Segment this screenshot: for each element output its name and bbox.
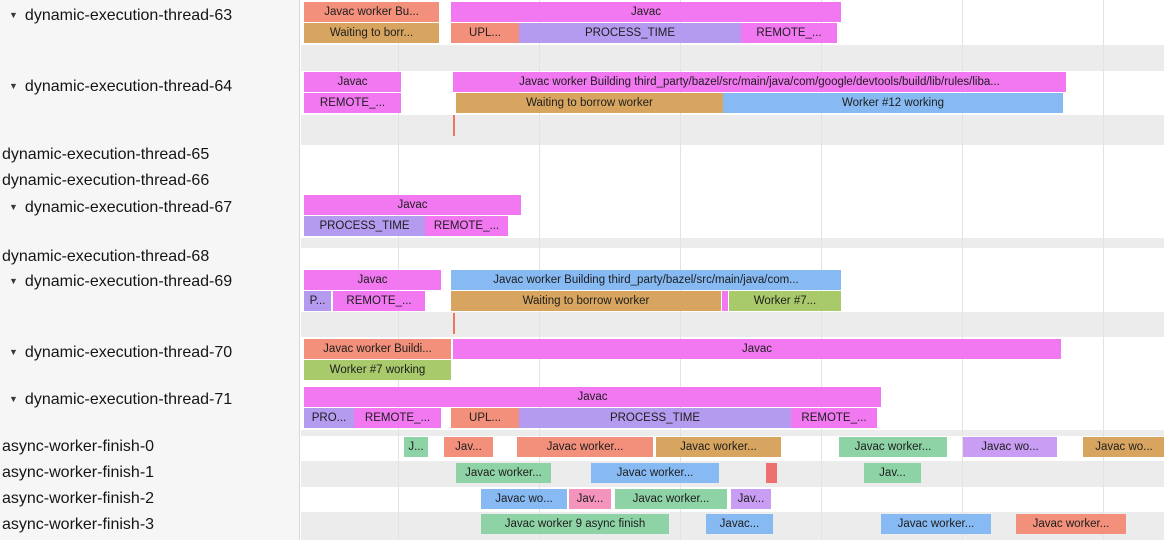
time-gridline (1103, 0, 1104, 540)
trace-slice[interactable]: PROCESS_TIME (519, 23, 741, 43)
trace-slice[interactable]: Javac (304, 72, 401, 92)
track-name: dynamic-execution-thread-70 (24, 344, 233, 361)
row-band (301, 45, 1164, 71)
trace-slice[interactable]: Javac worker... (656, 437, 781, 457)
trace-slice[interactable]: REMOTE_... (425, 216, 508, 236)
trace-slice[interactable]: REMOTE_... (333, 291, 425, 311)
trace-slice[interactable]: Waiting to borrow worker (451, 291, 721, 311)
track-label-async-worker-finish-1[interactable]: async-worker-finish-1 (0, 464, 154, 482)
track-label-dynamic-execution-thread-63[interactable]: ▼ dynamic-execution-thread-63 (0, 6, 232, 24)
row-band (301, 115, 1164, 145)
trace-slice[interactable]: Javac (304, 195, 521, 215)
trace-slice[interactable]: REMOTE_... (741, 23, 837, 43)
track-label-dynamic-execution-thread-69[interactable]: ▼ dynamic-execution-thread-69 (0, 272, 232, 290)
trace-slice[interactable]: PROCESS_TIME (519, 408, 791, 428)
track-name: dynamic-execution-thread-68 (2, 248, 210, 265)
expander-icon[interactable]: ▼ (9, 394, 18, 404)
trace-slice[interactable]: REMOTE_... (304, 93, 401, 113)
track-label-dynamic-execution-thread-71[interactable]: ▼ dynamic-execution-thread-71 (0, 390, 232, 408)
track-name: async-worker-finish-0 (2, 438, 155, 455)
trace-slice[interactable]: Javac (453, 339, 1061, 359)
track-label-dynamic-execution-thread-67[interactable]: ▼ dynamic-execution-thread-67 (0, 198, 232, 216)
trace-slice[interactable]: PROCESS_TIME (304, 216, 425, 236)
track-label-dynamic-execution-thread-65[interactable]: dynamic-execution-thread-65 (0, 146, 209, 164)
trace-slice[interactable]: Jav... (731, 489, 771, 509)
row-band (301, 461, 1164, 487)
track-name: async-worker-finish-2 (2, 490, 155, 507)
trace-slice[interactable]: Jav... (444, 437, 493, 457)
trace-slice[interactable]: Waiting to borrow worker (456, 93, 723, 113)
trace-slice[interactable]: Javac worker... (517, 437, 653, 457)
trace-slice[interactable]: J... (404, 437, 428, 457)
trace-slice[interactable]: Javac worker... (1016, 514, 1126, 534)
expander-icon[interactable]: ▼ (9, 10, 18, 20)
trace-slice[interactable] (722, 291, 728, 311)
trace-slice[interactable]: UPL... (451, 408, 519, 428)
track-label-dynamic-execution-thread-68[interactable]: dynamic-execution-thread-68 (0, 248, 209, 266)
trace-slice[interactable]: Javac worker 9 async finish (481, 514, 669, 534)
track-name: dynamic-execution-thread-63 (24, 7, 233, 24)
track-name: dynamic-execution-thread-64 (24, 78, 233, 95)
trace-slice[interactable]: UPL... (451, 23, 519, 43)
track-label-async-worker-finish-0[interactable]: async-worker-finish-0 (0, 438, 154, 456)
trace-slice[interactable]: Javac worker Bu... (304, 2, 439, 22)
trace-slice[interactable]: PRO... (304, 408, 354, 428)
trace-slice[interactable]: Javac wo... (1083, 437, 1164, 457)
trace-slice[interactable]: Javac worker Building third_party/bazel/… (453, 72, 1066, 92)
expander-icon[interactable]: ▼ (9, 202, 18, 212)
track-label-async-worker-finish-2[interactable]: async-worker-finish-2 (0, 490, 154, 508)
trace-slice[interactable]: Javac worker... (881, 514, 991, 534)
track-name: dynamic-execution-thread-69 (24, 273, 233, 290)
trace-slice[interactable]: Javac (451, 2, 841, 22)
track-name: async-worker-finish-1 (2, 464, 155, 481)
track-label-dynamic-execution-thread-70[interactable]: ▼ dynamic-execution-thread-70 (0, 343, 232, 361)
trace-slice[interactable]: Waiting to borr... (304, 23, 439, 43)
track-label-dynamic-execution-thread-66[interactable]: dynamic-execution-thread-66 (0, 172, 209, 190)
trace-slice[interactable]: P... (304, 291, 331, 311)
event-tick (453, 313, 455, 334)
trace-slice[interactable]: Javac worker... (839, 437, 947, 457)
trace-slice[interactable]: Jav... (864, 463, 921, 483)
expander-icon[interactable]: ▼ (9, 81, 18, 91)
trace-slice[interactable]: Javac worker... (591, 463, 719, 483)
event-tick (453, 115, 455, 136)
track-name: dynamic-execution-thread-66 (2, 172, 210, 189)
trace-slice[interactable]: Javac... (706, 514, 773, 534)
trace-slice[interactable]: Javac (304, 387, 881, 407)
trace-slice[interactable]: Javac (304, 270, 441, 290)
row-band (301, 238, 1164, 248)
trace-slice[interactable]: Worker #12 working (723, 93, 1063, 113)
row-band (301, 312, 1164, 337)
trace-slice[interactable]: Jav... (569, 489, 611, 509)
expander-icon[interactable]: ▼ (9, 276, 18, 286)
timeline-canvas[interactable]: Javac worker Bu... Javac Waiting to borr..… (301, 0, 1164, 540)
trace-slice[interactable]: REMOTE_... (354, 408, 441, 428)
track-label-panel: ▼ dynamic-execution-thread-63 ▼ dynamic-exe… (0, 0, 300, 540)
track-name: dynamic-execution-thread-65 (2, 146, 210, 163)
trace-slice[interactable]: Javac worker Building third_party/bazel/… (451, 270, 841, 290)
trace-slice[interactable]: Javac worker... (615, 489, 727, 509)
track-label-dynamic-execution-thread-64[interactable]: ▼ dynamic-execution-thread-64 (0, 77, 232, 95)
expander-icon[interactable]: ▼ (9, 347, 18, 357)
trace-slice[interactable]: REMOTE_... (791, 408, 877, 428)
track-name: async-worker-finish-3 (2, 516, 155, 533)
trace-slice[interactable] (766, 463, 777, 483)
track-name: dynamic-execution-thread-67 (24, 199, 233, 216)
trace-slice[interactable]: Worker #7... (729, 291, 841, 311)
trace-slice[interactable]: Javac wo... (963, 437, 1057, 457)
track-name: dynamic-execution-thread-71 (24, 391, 233, 408)
trace-slice[interactable]: Javac worker... (456, 463, 551, 483)
trace-slice[interactable]: Javac wo... (481, 489, 567, 509)
trace-slice[interactable]: Javac worker Buildi... (304, 339, 451, 359)
row-band (301, 430, 1164, 436)
time-gridline (962, 0, 963, 540)
trace-slice[interactable]: Worker #7 working (304, 360, 451, 380)
track-label-async-worker-finish-3[interactable]: async-worker-finish-3 (0, 516, 154, 534)
